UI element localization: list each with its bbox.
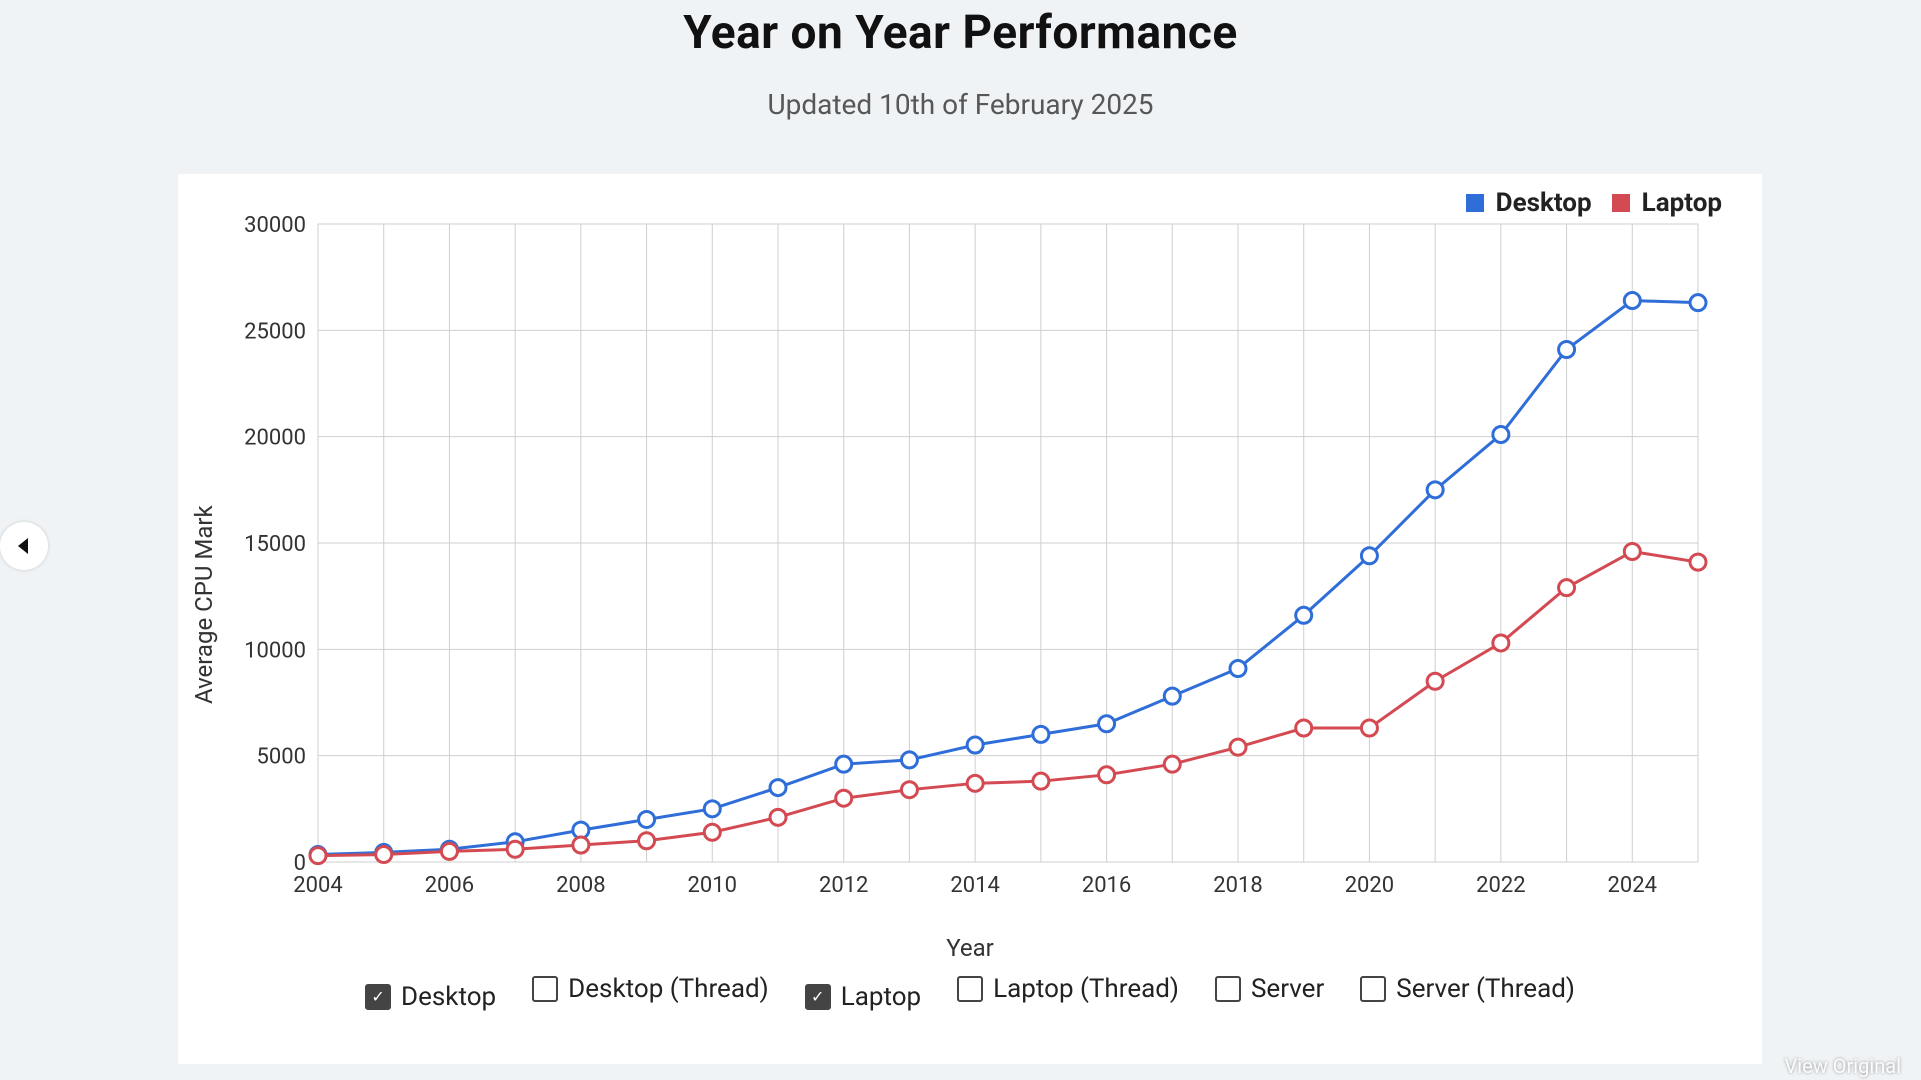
y-axis-title: Average CPU Mark <box>190 505 218 704</box>
svg-text:5000: 5000 <box>257 745 306 770</box>
prev-arrow-button[interactable] <box>0 522 48 570</box>
svg-text:30000: 30000 <box>244 213 306 238</box>
filter-label: Server <box>1251 974 1324 1004</box>
svg-text:2012: 2012 <box>819 873 868 898</box>
checkbox-icon <box>1360 976 1386 1002</box>
checkbox-icon <box>957 976 983 1002</box>
svg-text:2020: 2020 <box>1345 873 1394 898</box>
filter-laptop-thread-[interactable]: Laptop (Thread) <box>957 974 1179 1004</box>
filter-label: Server (Thread) <box>1396 974 1575 1004</box>
x-axis-title: Year <box>178 934 1762 962</box>
svg-text:2018: 2018 <box>1213 873 1262 898</box>
svg-text:15000: 15000 <box>244 532 306 557</box>
svg-text:2014: 2014 <box>950 873 999 898</box>
svg-text:25000: 25000 <box>244 319 306 344</box>
svg-text:20000: 20000 <box>244 426 306 451</box>
svg-text:10000: 10000 <box>244 638 306 663</box>
svg-text:2016: 2016 <box>1082 873 1131 898</box>
filter-desktop-thread-[interactable]: Desktop (Thread) <box>532 974 769 1004</box>
checkbox-icon <box>532 976 558 1002</box>
filter-label: Desktop <box>401 982 496 1012</box>
filter-server-thread-[interactable]: Server (Thread) <box>1360 974 1575 1004</box>
chart-card: Desktop Laptop 0500010000150002000025000… <box>178 174 1762 1064</box>
view-original-link[interactable]: View Original <box>1785 1054 1901 1078</box>
chevron-left-icon <box>14 536 34 556</box>
checkbox-icon <box>1215 976 1241 1002</box>
filter-server[interactable]: Server <box>1215 974 1324 1004</box>
filter-desktop[interactable]: Desktop <box>365 982 496 1012</box>
svg-text:2010: 2010 <box>688 873 737 898</box>
page: Year on Year Performance Updated 10th of… <box>0 6 1921 1080</box>
svg-text:2006: 2006 <box>425 873 474 898</box>
checkbox-icon <box>805 984 831 1010</box>
checkbox-icon <box>365 984 391 1010</box>
svg-text:2004: 2004 <box>293 873 342 898</box>
svg-text:2008: 2008 <box>556 873 605 898</box>
svg-text:2022: 2022 <box>1476 873 1525 898</box>
page-title: Year on Year Performance <box>0 6 1921 60</box>
filter-label: Desktop (Thread) <box>568 974 769 1004</box>
filter-label: Laptop <box>841 982 921 1012</box>
line-chart: 0500010000150002000025000300002004200620… <box>178 174 1762 914</box>
page-subtitle: Updated 10th of February 2025 <box>0 88 1921 121</box>
series-filter-row: Desktop Desktop (Thread) Laptop Laptop (Thr… <box>178 974 1762 1012</box>
filter-label: Laptop (Thread) <box>993 974 1179 1004</box>
svg-text:2024: 2024 <box>1608 873 1657 898</box>
filter-laptop[interactable]: Laptop <box>805 982 921 1012</box>
